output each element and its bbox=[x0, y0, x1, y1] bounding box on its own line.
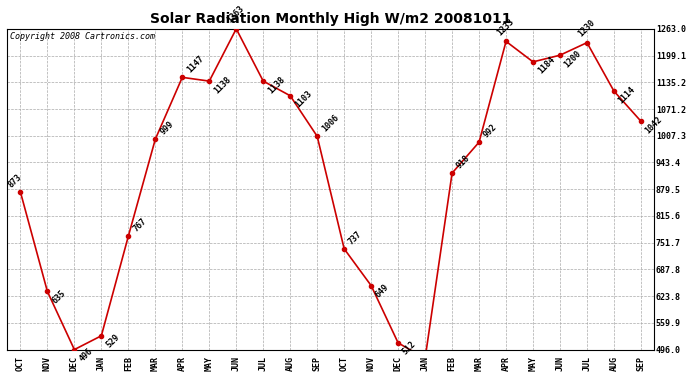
Text: 1184: 1184 bbox=[536, 55, 556, 76]
Text: 1230: 1230 bbox=[576, 18, 596, 39]
Text: 649: 649 bbox=[374, 282, 391, 300]
Text: 873: 873 bbox=[6, 172, 23, 189]
Text: 1114: 1114 bbox=[617, 84, 638, 105]
Text: 496: 496 bbox=[77, 346, 94, 363]
Title: Solar Radiation Monthly High W/m2 20081011: Solar Radiation Monthly High W/m2 200810… bbox=[150, 12, 511, 26]
Text: 918: 918 bbox=[455, 153, 472, 170]
Text: 1200: 1200 bbox=[563, 49, 583, 69]
Text: 475: 475 bbox=[0, 374, 1, 375]
Text: 1233: 1233 bbox=[495, 17, 515, 37]
Text: 1042: 1042 bbox=[644, 115, 664, 135]
Text: 1103: 1103 bbox=[293, 89, 313, 110]
Text: 1147: 1147 bbox=[185, 54, 206, 75]
Text: 1138: 1138 bbox=[266, 75, 286, 95]
Text: 1006: 1006 bbox=[320, 113, 340, 134]
Text: 635: 635 bbox=[50, 288, 67, 305]
Text: Copyright 2008 Cartronics.com: Copyright 2008 Cartronics.com bbox=[10, 32, 155, 41]
Text: 737: 737 bbox=[347, 229, 364, 246]
Text: 1263: 1263 bbox=[225, 4, 246, 25]
Text: 992: 992 bbox=[482, 122, 499, 140]
Text: 512: 512 bbox=[401, 340, 418, 357]
Text: 767: 767 bbox=[131, 216, 148, 234]
Text: 1138: 1138 bbox=[212, 75, 233, 95]
Text: 999: 999 bbox=[158, 120, 175, 136]
Text: 529: 529 bbox=[104, 333, 121, 350]
